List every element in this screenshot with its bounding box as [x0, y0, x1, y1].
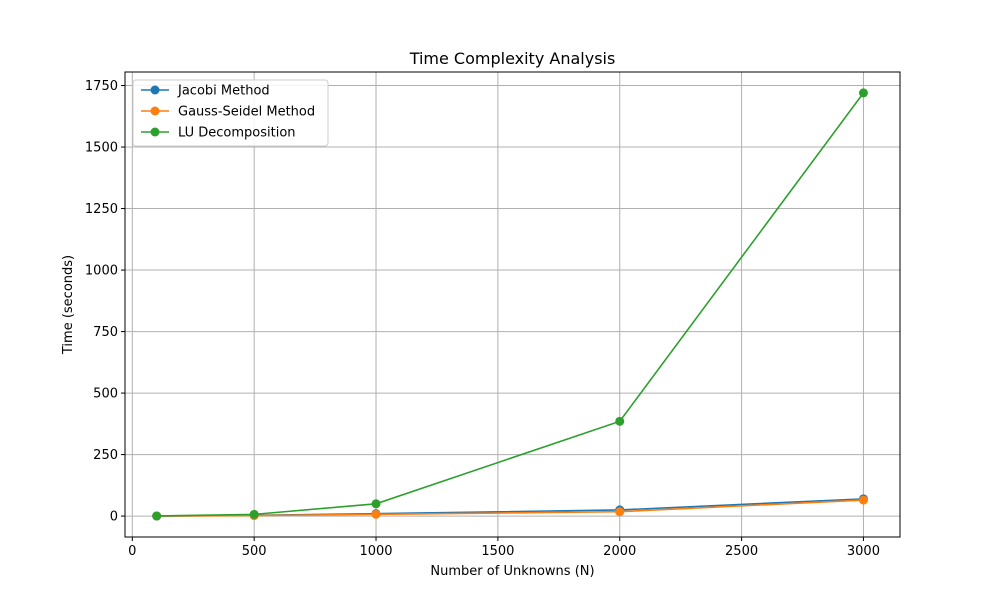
y-tick-label: 1750	[85, 79, 118, 94]
legend-item: Jacobi Method	[141, 84, 270, 99]
y-axis-label: Time (seconds)	[61, 255, 76, 355]
legend-label: LU Decomposition	[178, 126, 296, 141]
data-point	[152, 511, 162, 521]
y-tick-label: 1250	[85, 202, 118, 217]
x-tick-label: 2500	[725, 544, 758, 559]
x-tick-label: 2000	[603, 544, 636, 559]
legend-label: Jacobi Method	[177, 84, 270, 99]
y-tick-label: 1000	[85, 264, 118, 279]
legend-swatch-marker	[150, 85, 160, 95]
x-tick-label: 3000	[847, 544, 880, 559]
x-tick-label: 1000	[359, 544, 392, 559]
x-tick-label: 500	[242, 544, 267, 559]
data-point	[615, 507, 625, 517]
axis-ticks: 0 500 1000 1500 2000 2500 3000 0 250 500 750 1000 12…	[85, 79, 880, 559]
y-tick-label: 750	[93, 325, 118, 340]
data-point	[858, 88, 868, 98]
y-tick-label: 0	[110, 510, 118, 525]
data-point	[249, 509, 259, 519]
legend-swatch-marker	[150, 106, 160, 116]
chart-title: Time Complexity Analysis	[409, 49, 616, 68]
y-tick-label: 500	[93, 387, 118, 402]
legend-item: LU Decomposition	[141, 126, 296, 141]
plot-frame	[124, 71, 901, 538]
x-axis-label: Number of Unknowns (N)	[430, 564, 594, 579]
legend-swatch-marker	[150, 127, 160, 137]
legend-item: Gauss-Seidel Method	[141, 105, 315, 120]
series-group	[152, 88, 868, 521]
data-point	[615, 416, 625, 426]
legend-label: Gauss-Seidel Method	[178, 105, 315, 120]
x-tick-label: 0	[128, 544, 136, 559]
y-tick-label: 1500	[85, 141, 118, 156]
data-point	[371, 499, 381, 509]
y-tick-label: 250	[93, 448, 118, 463]
legend-box	[132, 79, 329, 147]
data-point	[858, 495, 868, 505]
x-tick-label: 1500	[481, 544, 514, 559]
series-lu-decomposition	[152, 88, 868, 521]
legend: Jacobi Method Gauss-Seidel Method LU Decom…	[132, 79, 329, 147]
data-point	[371, 509, 381, 519]
